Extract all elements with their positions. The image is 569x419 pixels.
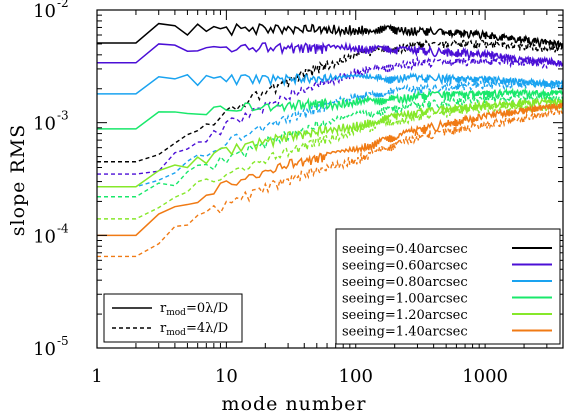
y-tick-label-exponent: -2: [57, 0, 69, 10]
y-tick-label: 10: [33, 339, 56, 360]
y-tick-label-exponent: -3: [57, 109, 69, 123]
series-line-solid: [97, 102, 564, 237]
style-legend-box: [103, 293, 243, 343]
legend-entry-label: seeing=1.40arcsec: [342, 325, 468, 340]
y-axis-label: slope RMS: [7, 124, 29, 237]
y-tick-label: 10: [33, 226, 56, 247]
y-tick-label-exponent: -4: [57, 221, 69, 235]
y-tick-label: 10: [33, 1, 56, 22]
x-tick-label: 100: [339, 366, 373, 387]
series-line-solid: [97, 41, 564, 68]
legend-entry-label: seeing=0.80arcsec: [342, 275, 468, 290]
series-layer: [97, 22, 564, 258]
plot-frame: [96, 9, 564, 349]
x-tick-label: 1: [91, 366, 102, 387]
legend-entry-label: seeing=1.20arcsec: [342, 308, 468, 323]
series-line-dashed: [97, 102, 564, 220]
legend-layer: seeing=0.40arcsecseeing=0.60arcsecseeing…: [103, 228, 561, 345]
series-line-dashed: [97, 108, 563, 258]
series-line-dashed: [97, 39, 564, 163]
legend-entry-label: seeing=1.00arcsec: [342, 292, 468, 307]
style-legend-label: rmod=0λ/D: [160, 301, 228, 318]
series-line-solid: [97, 71, 564, 95]
x-axis-label: mode number: [222, 393, 367, 415]
style-legend-label: rmod=4λ/D: [160, 321, 228, 338]
series-line-dashed: [97, 93, 564, 198]
series-line-solid: [97, 22, 564, 50]
legend-entry-label: seeing=0.40arcsec: [342, 242, 468, 257]
y-tick-label-exponent: -5: [57, 334, 69, 348]
legend-entry-label: seeing=0.60arcsec: [342, 259, 468, 274]
x-tick-label: 10: [215, 366, 238, 387]
x-tick-label: 1000: [462, 366, 508, 387]
series-line-solid: [97, 87, 564, 130]
y-tick-label: 10: [33, 114, 56, 135]
series-line-solid: [97, 96, 564, 188]
